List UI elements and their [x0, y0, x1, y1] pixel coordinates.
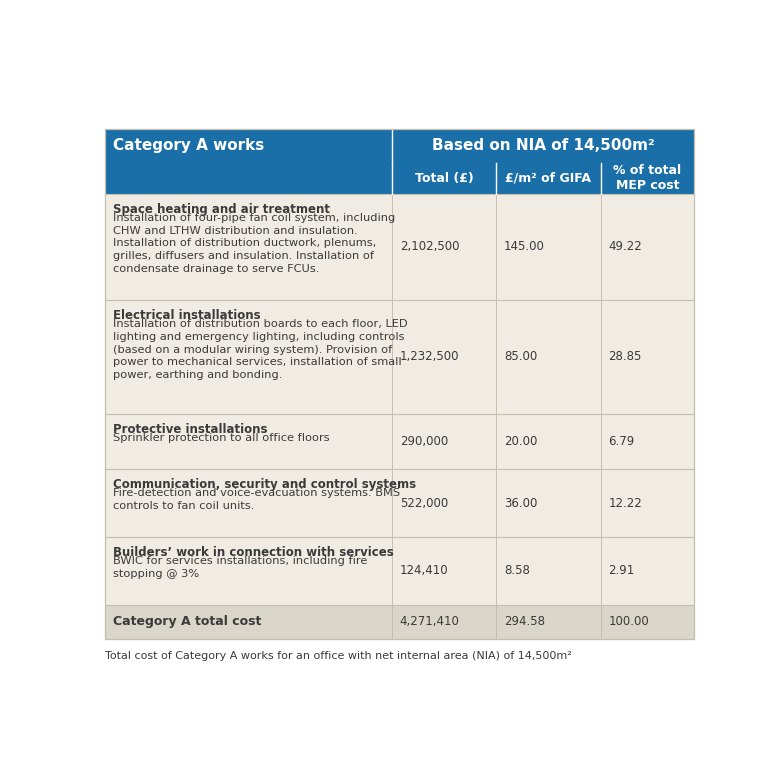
Bar [105, 604, 694, 639]
Text: 4,271,410: 4,271,410 [400, 615, 459, 628]
Bar [105, 470, 694, 537]
Text: 28.85: 28.85 [608, 350, 642, 363]
Text: 1,232,500: 1,232,500 [400, 350, 459, 363]
Text: 20.00: 20.00 [504, 435, 537, 448]
Bar [105, 129, 694, 162]
Text: 145.00: 145.00 [504, 241, 545, 254]
Text: 522,000: 522,000 [400, 496, 448, 509]
Bar [105, 414, 694, 470]
Text: Fire-detection and voice-evacuation systems. BMS
controls to fan coil units.: Fire-detection and voice-evacuation syst… [113, 489, 400, 511]
Text: 100.00: 100.00 [608, 615, 649, 628]
Text: Category A works: Category A works [113, 139, 264, 153]
Text: Protective installations: Protective installations [113, 423, 268, 436]
Text: Total (£): Total (£) [415, 172, 473, 185]
Bar [105, 194, 694, 300]
Text: 49.22: 49.22 [608, 241, 642, 254]
Text: Based on NIA of 14,500m²: Based on NIA of 14,500m² [432, 139, 654, 153]
Text: 12.22: 12.22 [608, 496, 642, 509]
Text: % of total
MEP cost: % of total MEP cost [613, 164, 682, 192]
Text: Installation of four-pipe fan coil system, including
CHW and LTHW distribution a: Installation of four-pipe fan coil syste… [113, 213, 395, 274]
Text: 6.79: 6.79 [608, 435, 635, 448]
Text: 8.58: 8.58 [504, 565, 530, 578]
Text: 2,102,500: 2,102,500 [400, 241, 459, 254]
Text: 290,000: 290,000 [400, 435, 448, 448]
Text: Total cost of Category A works for an office with net internal area (NIA) of 14,: Total cost of Category A works for an of… [105, 651, 572, 661]
Text: Communication, security and control systems: Communication, security and control syst… [113, 479, 416, 492]
Bar [105, 129, 694, 639]
Text: Installation of distribution boards to each floor, LED
lighting and emergency li: Installation of distribution boards to e… [113, 319, 408, 380]
Text: 124,410: 124,410 [400, 565, 448, 578]
Text: Category A total cost: Category A total cost [113, 615, 261, 628]
Bar [105, 162, 694, 194]
Text: Space heating and air treatment: Space heating and air treatment [113, 203, 330, 216]
Text: 294.58: 294.58 [504, 615, 545, 628]
Text: BWIC for services installations, including fire
stopping @ 3%: BWIC for services installations, includi… [113, 556, 367, 579]
Text: 36.00: 36.00 [504, 496, 537, 509]
Text: 2.91: 2.91 [608, 565, 635, 578]
Text: £/m² of GIFA: £/m² of GIFA [505, 172, 591, 185]
Text: Sprinkler protection to all office floors: Sprinkler protection to all office floor… [113, 433, 330, 443]
Text: Electrical installations: Electrical installations [113, 309, 261, 322]
Text: 85.00: 85.00 [504, 350, 537, 363]
Text: Builders’ work in connection with services: Builders’ work in connection with servic… [113, 546, 394, 559]
Bar [105, 537, 694, 604]
Bar [105, 300, 694, 414]
